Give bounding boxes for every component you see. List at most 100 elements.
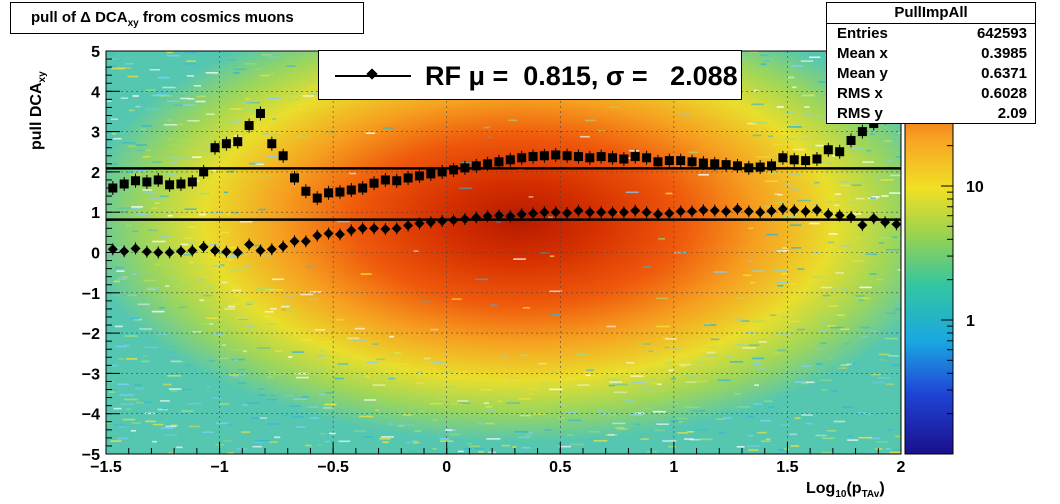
- texture-speck: [835, 250, 842, 253]
- texture-speck: [179, 123, 184, 126]
- texture-speck: [764, 59, 770, 62]
- texture-speck: [747, 415, 754, 418]
- texture-speck: [338, 440, 351, 443]
- x-tick-label: −1.5: [90, 459, 122, 476]
- texture-speck: [713, 362, 721, 365]
- texture-speck: [258, 388, 264, 390]
- texture-speck: [111, 133, 117, 135]
- texture-speck: [162, 407, 167, 410]
- texture-speck: [706, 351, 716, 354]
- texture-speck: [729, 361, 744, 363]
- texture-speck: [218, 357, 229, 359]
- texture-speck: [588, 430, 600, 433]
- texture-speck: [532, 413, 546, 415]
- rms-point: [778, 153, 788, 163]
- texture-speck: [274, 350, 283, 352]
- y-tick-label: 0: [91, 246, 100, 263]
- texture-speck: [310, 291, 322, 293]
- texture-speck: [226, 213, 231, 216]
- texture-speck: [777, 349, 787, 352]
- texture-speck: [795, 381, 807, 383]
- texture-speck: [142, 355, 148, 357]
- rms-point: [505, 155, 515, 165]
- texture-speck: [832, 287, 838, 290]
- texture-speck: [885, 160, 894, 162]
- stats-value: 0.6028: [981, 85, 1027, 102]
- texture-speck: [212, 265, 224, 267]
- texture-speck: [833, 204, 840, 207]
- texture-speck: [786, 76, 795, 79]
- texture-speck: [529, 393, 534, 395]
- texture-speck: [131, 422, 141, 424]
- stats-value: 0.6371: [981, 65, 1027, 82]
- texture-speck: [463, 370, 468, 373]
- mean-point: [630, 205, 641, 216]
- texture-speck: [781, 132, 792, 134]
- texture-speck: [289, 405, 301, 407]
- texture-speck: [349, 172, 357, 175]
- texture-speck: [685, 381, 697, 383]
- texture-speck: [557, 403, 566, 405]
- texture-speck: [256, 347, 271, 349]
- texture-speck: [231, 290, 236, 293]
- texture-speck: [247, 402, 260, 404]
- texture-speck: [199, 213, 206, 216]
- mean-point: [357, 223, 368, 234]
- stats-label: Mean y: [837, 65, 888, 82]
- texture-speck: [839, 328, 850, 331]
- texture-speck: [115, 211, 128, 213]
- texture-speck: [748, 260, 753, 263]
- texture-speck: [118, 358, 124, 360]
- texture-speck: [565, 411, 578, 413]
- texture-speck: [792, 86, 797, 89]
- texture-speck: [274, 436, 281, 439]
- mean-point: [369, 223, 380, 234]
- mean-point: [732, 203, 743, 214]
- rms-point: [301, 186, 311, 196]
- texture-speck: [752, 357, 765, 360]
- texture-speck: [111, 67, 125, 70]
- texture-speck: [848, 435, 853, 437]
- texture-speck: [355, 375, 366, 377]
- mean-point: [255, 245, 266, 256]
- texture-speck: [876, 441, 889, 443]
- texture-speck: [736, 446, 745, 448]
- texture-speck: [141, 125, 153, 127]
- texture-speck: [657, 383, 662, 386]
- texture-speck: [182, 104, 196, 106]
- x-axis-label: Log10(pTAv): [806, 480, 885, 500]
- texture-speck: [859, 286, 872, 289]
- texture-speck: [276, 373, 285, 376]
- texture-speck: [831, 390, 839, 392]
- texture-speck: [429, 402, 443, 405]
- texture-speck: [251, 244, 263, 247]
- texture-speck: [318, 393, 327, 396]
- texture-speck: [485, 406, 493, 408]
- texture-speck: [483, 126, 490, 129]
- texture-speck: [162, 86, 176, 89]
- stats-label: RMS x: [837, 85, 883, 102]
- texture-speck: [167, 156, 180, 159]
- texture-speck: [767, 172, 779, 175]
- texture-speck: [871, 373, 881, 376]
- texture-speck: [227, 255, 239, 258]
- texture-speck: [827, 305, 839, 307]
- texture-speck: [272, 118, 277, 120]
- texture-speck: [295, 376, 309, 379]
- texture-speck: [860, 197, 871, 200]
- texture-speck: [670, 402, 679, 404]
- texture-speck: [135, 144, 148, 146]
- texture-speck: [312, 374, 320, 376]
- texture-speck: [140, 128, 147, 130]
- texture-speck: [753, 403, 763, 405]
- mean-point: [323, 228, 334, 239]
- texture-speck: [108, 163, 118, 165]
- texture-speck: [888, 355, 899, 357]
- texture-speck: [163, 210, 174, 212]
- texture-speck: [846, 363, 853, 365]
- texture-speck: [487, 136, 492, 139]
- texture-speck: [113, 280, 120, 283]
- texture-speck: [850, 363, 856, 365]
- texture-speck: [363, 399, 377, 401]
- mean-point: [266, 244, 277, 255]
